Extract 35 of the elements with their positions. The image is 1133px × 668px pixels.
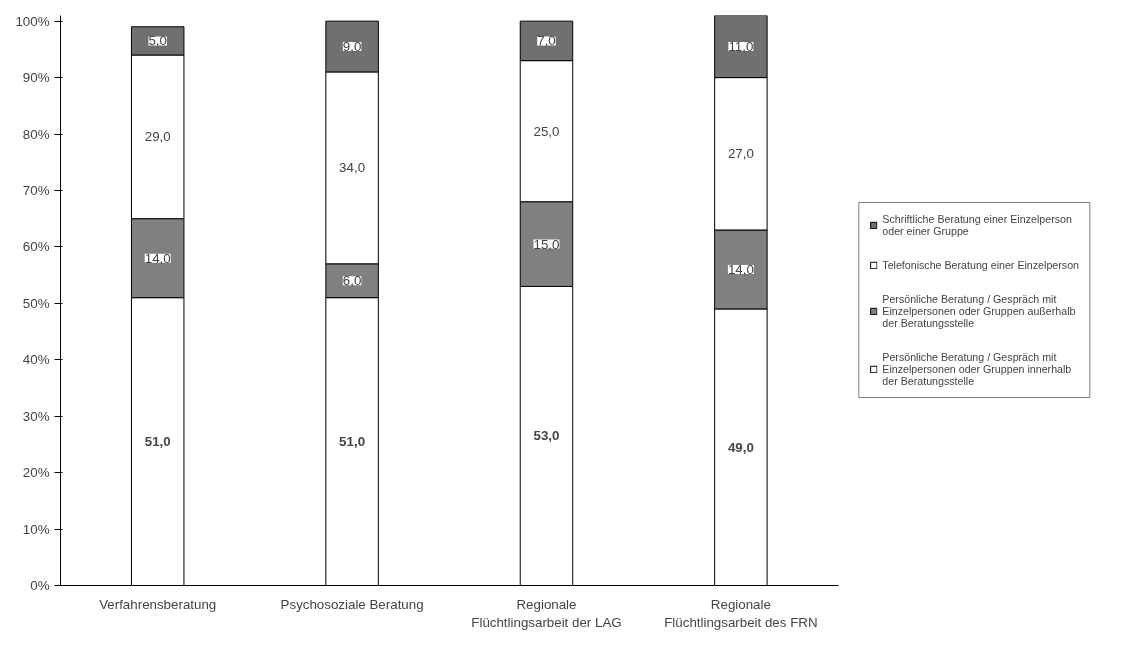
y-tick-label: 70% xyxy=(22,182,50,198)
data-label: 27,0 xyxy=(727,146,754,162)
data-label: 25,0 xyxy=(533,123,560,139)
y-tick-label: 100% xyxy=(15,13,50,29)
data-label: 11,0 xyxy=(728,39,754,55)
legend-label: Persönliche Beratung / Gespräch mit Einzelpersonen oder Gruppen außerhalb der Beratungsstelle xyxy=(882,293,1076,329)
legend-label: Persönliche Beratung / Gespräch mit Einzelpersonen oder Gruppen innerhalb der Beratungsstelle xyxy=(882,351,1072,387)
x-tick-label: Regionale Flüchtlingsarbeit der LAG xyxy=(471,596,622,630)
legend-label: Telefonische Beratung einer Einzelperson xyxy=(882,259,1079,271)
data-label: 29,0 xyxy=(144,129,171,145)
data-label: 14,0 xyxy=(727,261,754,277)
data-label: 15,0 xyxy=(533,236,560,252)
x-tick-label: Verfahrensberatung xyxy=(99,596,217,612)
data-label: 51,0 xyxy=(144,434,171,450)
y-tick-label: 20% xyxy=(22,465,50,481)
data-label: 53,0 xyxy=(533,428,560,444)
data-label: 14,0 xyxy=(144,250,171,266)
y-tick-label: 40% xyxy=(22,352,50,368)
data-label: 6,0 xyxy=(342,273,362,289)
x-tick-label: Regionale Flüchtlingsarbeit des FRN xyxy=(664,596,818,630)
data-label: 51,0 xyxy=(339,434,366,450)
y-tick-label: 80% xyxy=(22,126,50,142)
x-tick-label: Psychosoziale Beratung xyxy=(280,596,424,612)
legend-label: Schriftliche Beratung einer Einzelperson oder einer Gruppe xyxy=(882,213,1072,237)
data-label: 49,0 xyxy=(727,439,754,455)
y-tick-label: 30% xyxy=(22,408,50,424)
y-tick-label: 50% xyxy=(22,295,50,311)
y-tick-label: 0% xyxy=(30,578,50,593)
y-tick-label: 90% xyxy=(22,70,50,86)
data-label: 7,0 xyxy=(537,33,556,49)
data-label: 9,0 xyxy=(342,39,362,55)
y-tick-label: 10% xyxy=(22,521,50,537)
data-label: 34,0 xyxy=(339,160,366,176)
y-tick-label: 60% xyxy=(22,239,50,255)
data-label: 5,0 xyxy=(148,33,167,49)
